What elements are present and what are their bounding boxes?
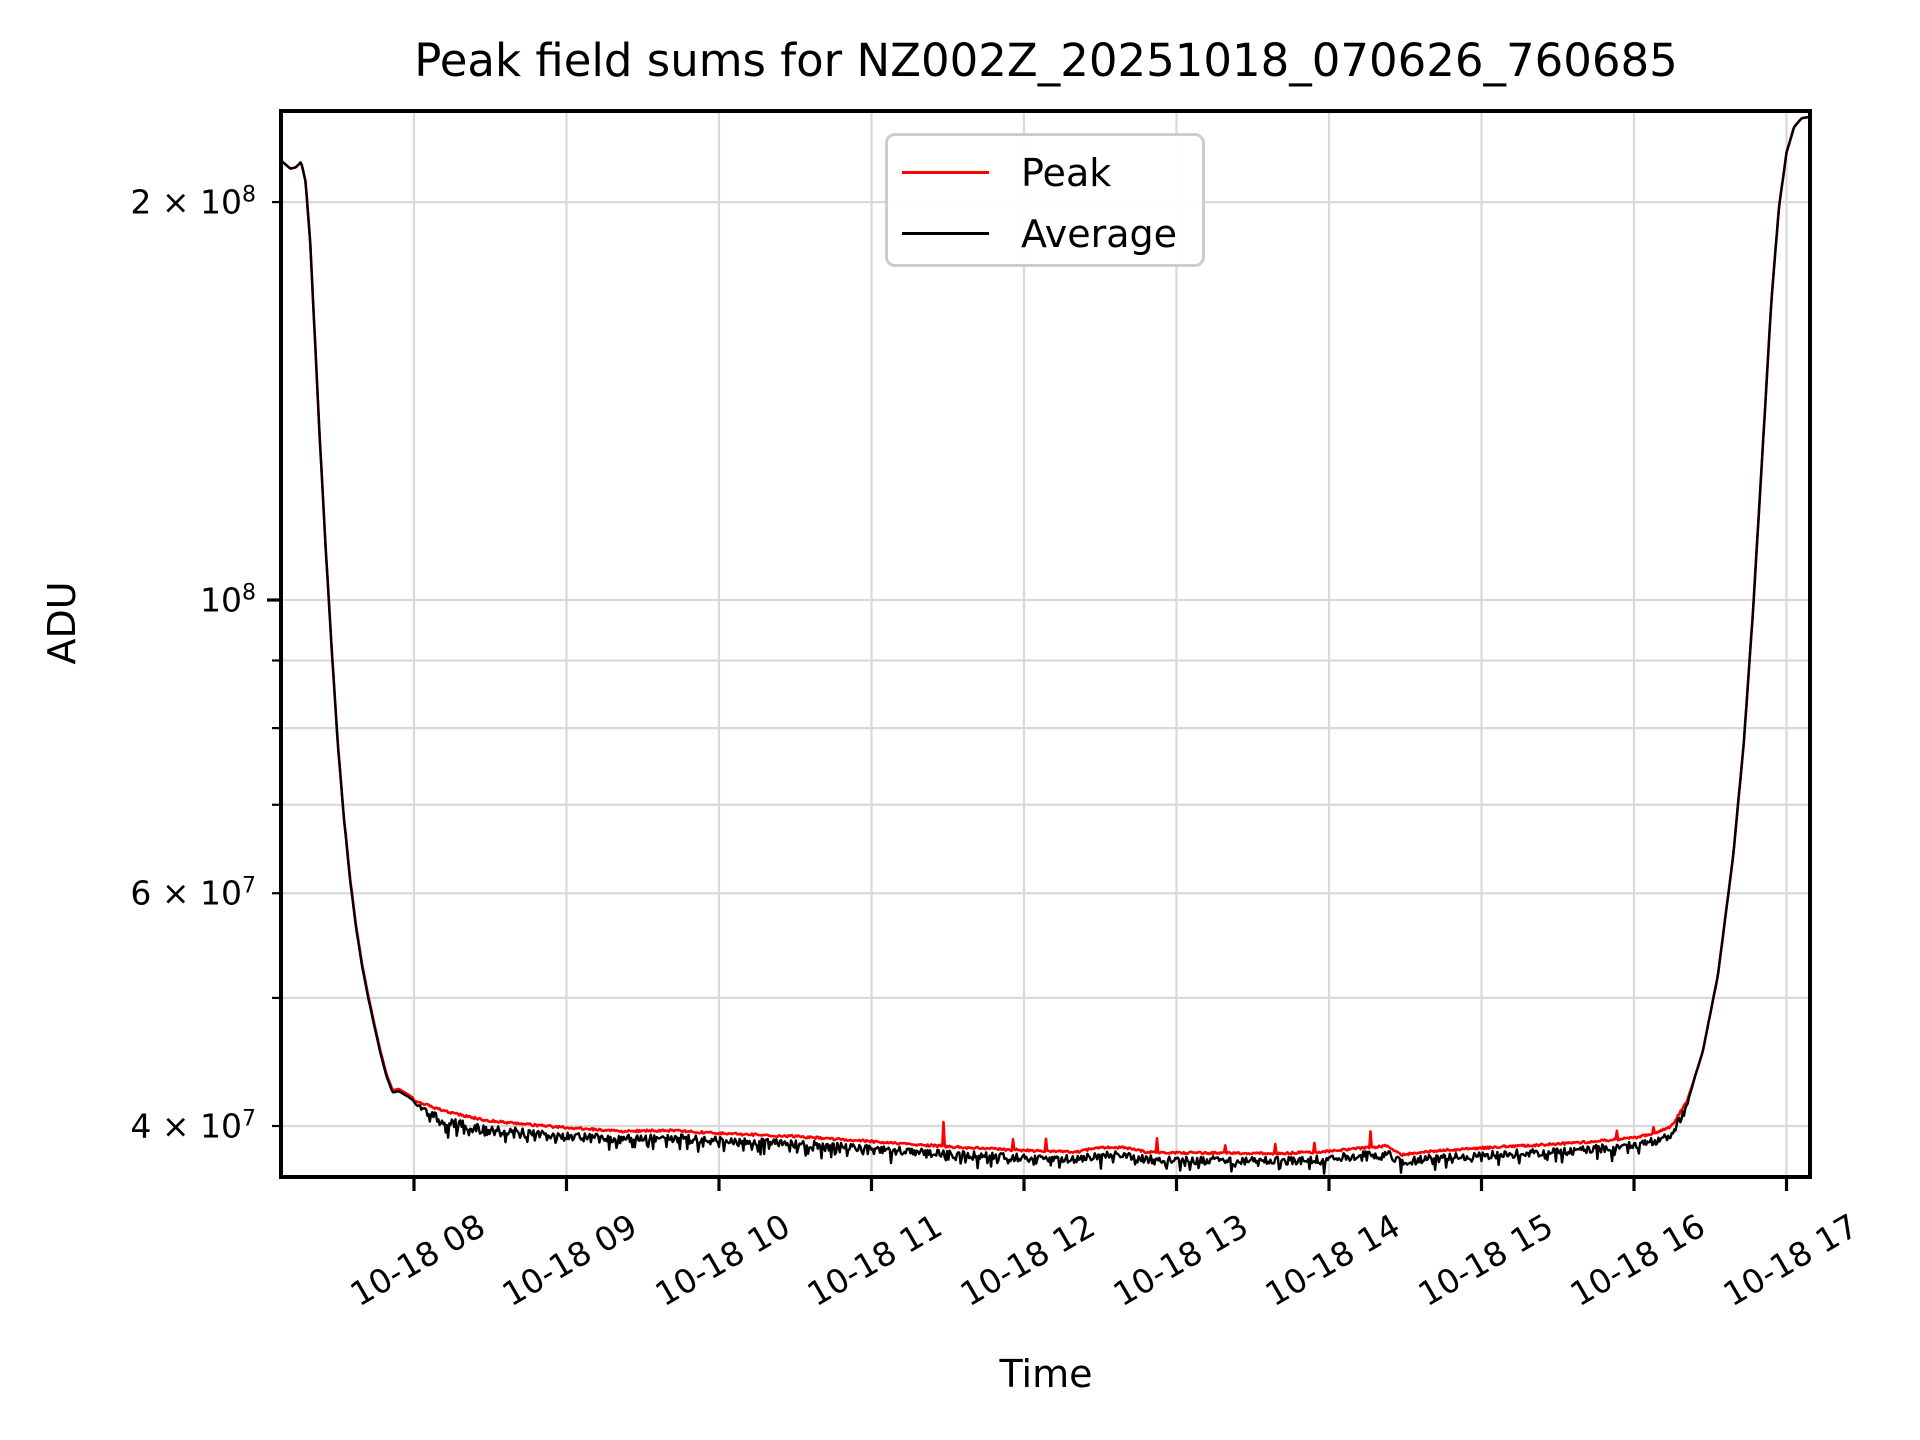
y-tick-label: 4 × 107 [0, 1107, 256, 1146]
series-line-peak [283, 115, 1808, 1157]
series-line-average [283, 115, 1808, 1175]
y-tick-exponent: 7 [242, 873, 256, 899]
y-tick-mantissa: 4 × 10 [130, 1106, 242, 1146]
legend: Peak Average [885, 133, 1205, 267]
y-tick-label: 6 × 107 [0, 874, 256, 913]
axes-spines [279, 109, 1812, 1179]
y-tick-exponent: 8 [242, 182, 256, 208]
legend-label: Average [1021, 211, 1178, 256]
y-tick-label: 108 [0, 581, 256, 620]
y-tick-mantissa: 10 [200, 580, 242, 620]
y-tick-exponent: 8 [242, 580, 256, 606]
chart-title: Peak field sums for NZ002Z_20251018_0706… [414, 34, 1678, 87]
y-tick-exponent: 7 [242, 1106, 256, 1132]
y-tick-mantissa: 6 × 10 [130, 873, 242, 913]
legend-label: Peak [1021, 150, 1112, 195]
x-axis-label: Time [999, 1352, 1093, 1396]
legend-line-average [902, 232, 989, 235]
y-tick-mantissa: 2 × 10 [130, 182, 242, 222]
y-tick-label: 2 × 108 [0, 183, 256, 222]
legend-entry-peak: Peak [888, 142, 1202, 203]
legend-entry-average: Average [888, 203, 1202, 264]
legend-line-peak [902, 171, 989, 174]
